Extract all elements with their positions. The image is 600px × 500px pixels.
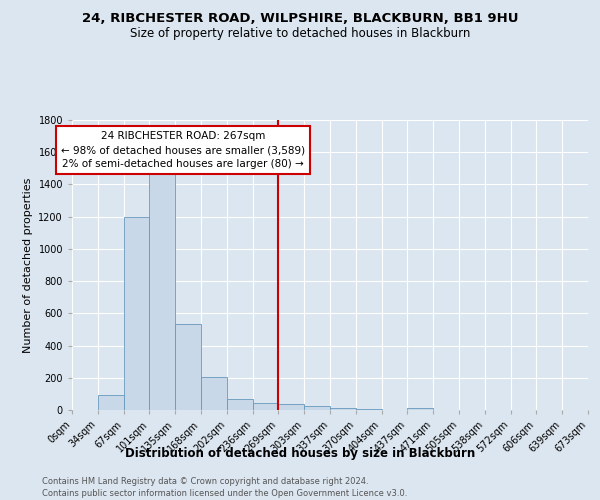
Bar [253,403,278,410]
Text: Contains public sector information licensed under the Open Government Licence v3: Contains public sector information licen… [42,489,407,498]
Text: 24 RIBCHESTER ROAD: 267sqm
← 98% of detached houses are smaller (3,589)
2% of se: 24 RIBCHESTER ROAD: 267sqm ← 98% of deta… [61,132,305,170]
Text: Distribution of detached houses by size in Blackburn: Distribution of detached houses by size … [125,448,475,460]
Bar [149,172,175,410]
Text: 24, RIBCHESTER ROAD, WILPSHIRE, BLACKBURN, BB1 9HU: 24, RIBCHESTER ROAD, WILPSHIRE, BLACKBUR… [82,12,518,26]
Bar [201,377,227,410]
Bar [124,216,149,410]
Bar [278,404,304,410]
Bar [356,409,382,410]
Bar [330,408,356,410]
Bar [227,398,253,410]
Bar [407,408,433,410]
Text: Size of property relative to detached houses in Blackburn: Size of property relative to detached ho… [130,28,470,40]
Bar [98,394,124,410]
Text: Contains HM Land Registry data © Crown copyright and database right 2024.: Contains HM Land Registry data © Crown c… [42,478,368,486]
Bar [304,406,330,410]
Y-axis label: Number of detached properties: Number of detached properties [23,178,33,352]
Bar [175,324,201,410]
